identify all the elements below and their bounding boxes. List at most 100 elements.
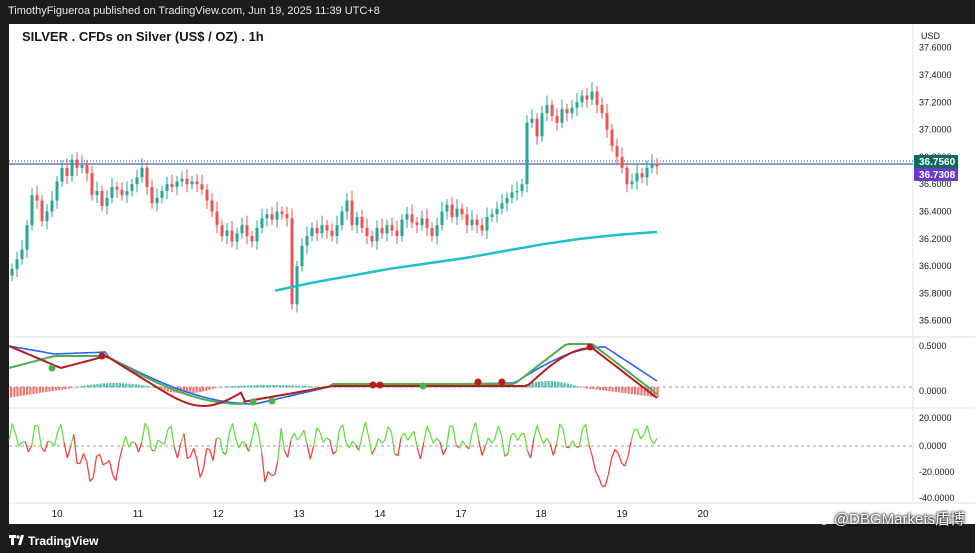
macd-hist-bar [131,384,134,388]
osc-segment [44,440,49,452]
osc-segment [568,440,574,448]
osc-tick-label: -20.0000 [919,467,955,477]
candle-body [220,225,224,237]
price-axis[interactable]: 37.600037.400037.200037.000036.800036.60… [919,43,952,326]
candle-body [510,192,514,198]
osc-segment [594,470,600,478]
osc-tick-label: 20.0000 [919,413,952,423]
candle-body [175,181,179,187]
candle-body [205,189,209,201]
osc-segment [361,421,367,436]
candle-body [395,230,399,237]
macd-hist-bar [544,381,547,388]
last-price-value: 36.7560 [919,157,956,168]
osc-segment [539,436,545,444]
osc-segment [364,421,370,437]
candle-body [645,167,649,178]
macd-hist-bar [634,387,637,395]
candle-body [270,214,274,220]
macd-cross-dot [249,398,257,406]
osc-segment [400,432,405,439]
macd-hist-bar [128,383,131,388]
macd-hist-bar [61,387,64,390]
osc-segment [92,456,98,478]
candle-body [650,163,654,168]
macd-hist-bar [506,386,509,388]
osc-segment [173,446,179,459]
candle-body [85,165,89,174]
macd-hist-bar [547,381,550,388]
osc-segment [455,444,460,449]
osc-segment [303,429,308,445]
osc-segment [144,422,149,430]
osc-segment [202,448,208,470]
osc-segment [82,453,88,462]
last-price-badge [914,155,958,168]
osc-segment [115,460,120,481]
candle-body [260,218,264,228]
osc-segment [562,428,567,448]
macd-hist-bar [166,387,169,392]
osc-segment [497,425,503,436]
macd-hist-bar [621,387,624,393]
osc-segment [329,439,334,455]
chart-area[interactable] [9,24,975,524]
macd-hist-bar [141,385,144,388]
macd-hist-bar [202,387,205,392]
osc-axis[interactable]: 20.0000 0.0000 -20.0000 -40.0000 [919,413,955,503]
osc-segment [471,422,477,433]
candle-body [365,227,369,237]
macd-hist-bar [150,386,153,388]
osc-segment [403,432,409,441]
macd-hist-bar [630,387,633,395]
osc-segment [53,431,59,446]
wechat-icon [811,511,830,525]
tradingview-logo-icon [9,535,24,545]
osc-segment [397,437,402,456]
osc-segment [543,437,548,444]
macd-hist-bar [294,385,297,388]
macd-hist-bar [560,382,563,388]
watermark: @DBGMarkets盾博 [811,508,965,529]
osc-segment [254,421,260,434]
time-axis[interactable]: 10 11 12 13 14 17 18 19 20 [51,509,709,520]
candle-body [170,184,174,187]
symbol-title: SILVER . CFDs on Silver (US$ / OZ) . 1h [22,29,264,44]
osc-segment [536,425,541,437]
osc-segment [11,423,17,434]
osc-segment [248,438,253,452]
macd-hist-bar [317,386,320,388]
macd-hist-bar [515,386,518,388]
osc-segment [484,437,490,447]
candle-body [30,195,34,226]
macd-axis[interactable]: 0.5000 0.0000 [919,341,947,396]
osc-segment [99,453,104,466]
osc-segment [102,462,107,466]
osc-segment [390,431,396,454]
candle-body [285,214,289,219]
osc-segment [157,439,162,444]
macd-hist-bar [125,383,128,388]
osc-segment [163,429,169,445]
candle-body [565,109,569,114]
candle-body [190,181,194,185]
candle-body [440,211,444,226]
candle-body [625,167,629,185]
candle-body [415,222,419,226]
candle-body [520,184,524,192]
macd-hist-bar [301,385,304,388]
candle-body [600,105,604,114]
osc-segment [623,457,629,467]
macd-hist-bar [253,385,256,388]
osc-segment [293,432,298,441]
candle-body [590,91,594,100]
macd-hist-bar [70,387,73,389]
macd-hist-bar [656,387,659,398]
macd-hist-bar [256,385,259,388]
osc-segment [507,434,512,454]
osc-segment [410,430,415,436]
candle-body [195,181,199,185]
macd-hist-bar [32,387,35,395]
